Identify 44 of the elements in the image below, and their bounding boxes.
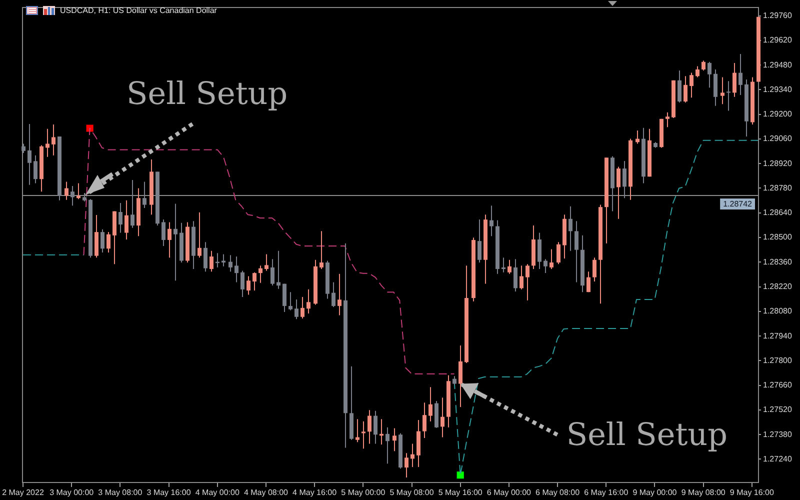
candlestick xyxy=(174,204,178,281)
x-tick-label: 5 May 16:00 xyxy=(438,488,483,498)
y-tick-label: 1.29620 xyxy=(763,36,792,45)
y-tick-label: 1.28640 xyxy=(763,208,792,218)
x-tick-label: 3 May 00:00 xyxy=(50,488,94,498)
x-tick-label: 6 May 08:00 xyxy=(536,488,580,498)
y-tick-label: 1.28780 xyxy=(763,183,792,192)
y-tick-label: 1.28360 xyxy=(763,257,792,266)
x-tick-label: 4 May 08:00 xyxy=(244,488,289,498)
x-tick-label: 3 May 08:00 xyxy=(98,488,143,498)
y-tick-label: 1.29200 xyxy=(763,110,792,119)
y-tick-label: 1.27660 xyxy=(763,380,792,390)
y-tick-label: 1.27940 xyxy=(763,331,792,340)
annotation: Sell Setup xyxy=(126,76,288,112)
chart-title: USDCAD, H1: US Dollar vs Canadian Dollar xyxy=(60,6,217,16)
x-tick-label: 9 May 16:00 xyxy=(730,488,774,498)
y-tick-label: 1.29060 xyxy=(763,134,792,144)
x-tick-label: 3 May 16:00 xyxy=(146,488,192,498)
y-tick-label: 1.27800 xyxy=(763,356,792,365)
y-tick-label: 1.29480 xyxy=(763,60,792,70)
y-tick-label: 1.27380 xyxy=(763,430,792,439)
y-tick-label: 1.28500 xyxy=(763,232,792,242)
y-tick-label: 1.28920 xyxy=(763,158,792,168)
x-tick-label: 6 May 00:00 xyxy=(486,488,532,498)
y-tick-label: 1.28080 xyxy=(763,306,792,316)
x-tick-label: 5 May 00:00 xyxy=(341,488,386,498)
x-tick-label: 4 May 16:00 xyxy=(292,488,338,498)
candlestick xyxy=(726,81,730,111)
x-tick-label: 6 May 16:00 xyxy=(584,488,629,498)
y-tick-label: 1.28220 xyxy=(763,282,792,291)
x-tick-label: 4 May 00:00 xyxy=(195,488,240,498)
y-tick-label: 1.29760 xyxy=(763,10,792,20)
annotation: Sell Setup xyxy=(566,416,728,453)
x-tick-label: 5 May 08:00 xyxy=(390,488,434,498)
y-tick-label: 1.27520 xyxy=(763,405,792,414)
y-tick-label: 1.29340 xyxy=(763,84,792,94)
x-tick-label: 2 May 2022 xyxy=(2,488,44,498)
x-tick-label: 9 May 00:00 xyxy=(632,488,678,498)
candlestick xyxy=(502,258,506,272)
ref-line-label: 1.28742 xyxy=(723,200,753,209)
x-tick-label: 9 May 08:00 xyxy=(681,488,726,498)
candlestick xyxy=(276,250,280,289)
y-tick-label: 1.27240 xyxy=(763,454,792,464)
candlestick xyxy=(362,421,366,449)
